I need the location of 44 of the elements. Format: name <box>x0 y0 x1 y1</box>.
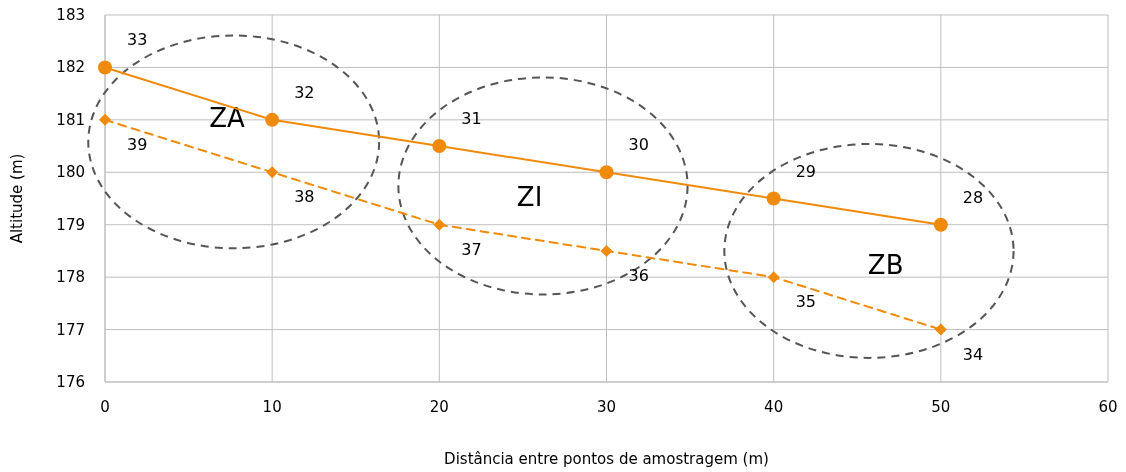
annotation: 29 <box>795 161 817 181</box>
annotation: 34 <box>962 344 984 364</box>
x-axis-title: Distância entre pontos de amostragem (m) <box>444 450 769 468</box>
y-tick-label: 180 <box>56 163 85 182</box>
y-tick-label: 183 <box>56 6 85 24</box>
point <box>266 166 279 179</box>
y-tick-label: 177 <box>56 320 85 339</box>
point <box>934 323 947 336</box>
y-tick-label: 179 <box>56 215 85 234</box>
annotation: 30 <box>628 135 649 155</box>
annotation: ZI <box>516 182 543 212</box>
annotation: 36 <box>628 265 649 285</box>
annotation: 33 <box>127 30 148 50</box>
y-axis-title: Altitude (m) <box>8 153 26 244</box>
annotation: 39 <box>127 134 148 154</box>
point <box>600 244 613 257</box>
x-tick-label: 40 <box>764 398 784 416</box>
annotation: 37 <box>461 239 482 259</box>
x-tick-label: 20 <box>429 398 449 416</box>
x-tick-label: 10 <box>262 398 282 416</box>
x-tick-label: 60 <box>1098 398 1118 416</box>
x-tick-label: 50 <box>931 398 951 416</box>
x-tick-label: 0 <box>100 398 110 416</box>
point <box>433 218 446 231</box>
point <box>432 139 447 154</box>
point <box>766 191 781 206</box>
annotation: 28 <box>962 187 984 207</box>
annotation: 31 <box>461 109 482 129</box>
point <box>265 112 280 127</box>
y-tick-label: 178 <box>56 268 85 287</box>
annotation: 38 <box>294 187 315 207</box>
x-tick-label: 30 <box>596 398 617 416</box>
point <box>99 113 111 126</box>
y-tick-label: 182 <box>56 58 85 77</box>
point <box>98 60 112 75</box>
annotation: 35 <box>795 292 817 312</box>
point <box>599 165 614 180</box>
annotation: 32 <box>294 82 315 102</box>
point <box>767 271 780 284</box>
annotation: ZA <box>209 103 246 134</box>
y-tick-label: 176 <box>56 373 85 391</box>
annotation: ZB <box>867 250 904 281</box>
point <box>933 217 948 232</box>
y-tick-label: 181 <box>56 110 85 129</box>
